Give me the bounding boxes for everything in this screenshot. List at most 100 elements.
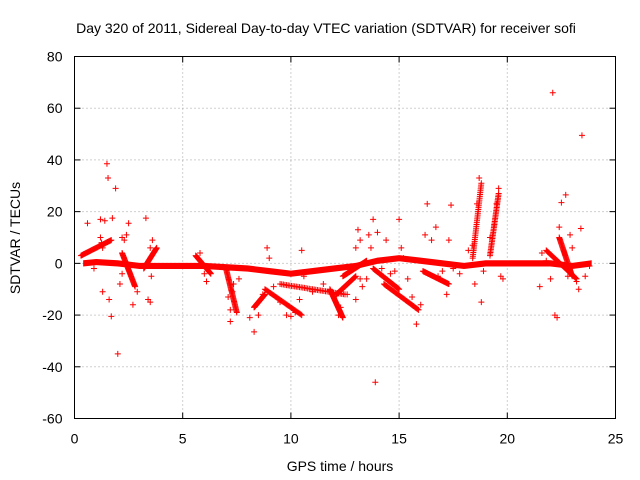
x-tick-label: 5 — [179, 431, 187, 447]
data-point — [476, 175, 483, 182]
data-point — [335, 312, 342, 319]
data-point — [547, 275, 554, 282]
plot-frame — [74, 56, 616, 419]
streak-point — [495, 190, 502, 197]
data-point — [229, 288, 236, 295]
data-point — [105, 175, 112, 182]
data-point — [560, 247, 567, 254]
data-point — [536, 283, 543, 290]
data-point — [443, 291, 450, 298]
data-point — [428, 237, 435, 244]
data-point — [538, 250, 545, 257]
data-point — [493, 200, 500, 207]
data-point — [471, 281, 478, 288]
data-point — [129, 301, 136, 308]
data-point — [424, 200, 431, 207]
data-point — [435, 273, 442, 280]
data-point — [367, 244, 374, 251]
y-tick-label: 80 — [47, 49, 63, 65]
data-point — [432, 224, 439, 231]
data-point — [569, 244, 576, 251]
data-point — [456, 270, 463, 277]
data-point — [372, 379, 379, 386]
data-point — [246, 314, 253, 321]
data-point — [99, 288, 106, 295]
data-point — [450, 265, 457, 272]
data-point — [331, 293, 338, 300]
data-point — [422, 231, 429, 238]
data-series — [77, 89, 593, 386]
data-point — [499, 275, 506, 282]
data-point — [486, 234, 493, 241]
data-point — [225, 293, 232, 300]
y-tick-label: -60 — [42, 411, 62, 427]
data-point — [147, 244, 154, 251]
data-point — [277, 299, 284, 306]
data-point — [582, 273, 589, 280]
data-point — [374, 229, 381, 236]
data-point — [197, 250, 204, 257]
data-point — [556, 224, 563, 231]
x-tick-label: 25 — [608, 431, 624, 447]
data-point — [491, 221, 498, 228]
data-point — [354, 226, 361, 233]
streak-point — [108, 237, 115, 244]
data-point — [352, 244, 359, 251]
x-tick-label: 15 — [391, 431, 407, 447]
data-point — [99, 244, 106, 251]
data-point — [391, 268, 398, 275]
data-point — [344, 291, 351, 298]
data-point — [417, 301, 424, 308]
data-point — [575, 286, 582, 293]
data-point — [134, 288, 141, 295]
streak-point — [394, 285, 401, 292]
streak-point — [132, 283, 139, 290]
data-point — [363, 275, 370, 282]
data-point — [123, 231, 130, 238]
data-point — [562, 191, 569, 198]
data-point — [116, 281, 123, 288]
data-point — [398, 244, 405, 251]
data-point — [465, 247, 472, 254]
data-point — [98, 239, 105, 246]
data-point — [352, 296, 359, 303]
data-point — [577, 225, 584, 232]
data-point — [235, 275, 242, 282]
data-point — [573, 278, 580, 285]
y-tick-label: -40 — [42, 359, 62, 375]
data-point — [112, 185, 119, 192]
data-point — [578, 132, 585, 139]
data-point — [564, 273, 571, 280]
streak-point — [415, 306, 422, 313]
data-point — [298, 247, 305, 254]
streak-point — [352, 273, 359, 280]
data-point — [495, 185, 502, 192]
data-point — [259, 291, 266, 298]
data-point — [103, 160, 110, 167]
data-point — [147, 299, 154, 306]
grid — [74, 56, 616, 419]
data-point — [404, 275, 411, 282]
data-point — [106, 296, 113, 303]
data-point — [121, 237, 128, 244]
data-point — [109, 215, 116, 222]
streak-point — [207, 270, 214, 277]
x-axis-label: GPS time / hours — [287, 458, 394, 474]
data-point — [227, 318, 234, 325]
data-point — [337, 304, 344, 311]
axis-ticks: 0 5 10 15 20 25 -60 -40 -20 0 20 40 60 80 — [42, 49, 623, 447]
data-point — [292, 309, 299, 316]
data-point — [90, 265, 97, 272]
data-point — [320, 281, 327, 288]
y-tick-label: 0 — [55, 255, 63, 271]
data-point — [554, 314, 561, 321]
data-point — [230, 281, 237, 288]
data-point — [309, 288, 316, 295]
data-point — [119, 270, 126, 277]
dense-data-band — [83, 255, 592, 277]
streak-point — [153, 244, 160, 251]
streak-point — [298, 312, 305, 319]
data-point — [439, 268, 446, 275]
data-point — [101, 217, 108, 224]
